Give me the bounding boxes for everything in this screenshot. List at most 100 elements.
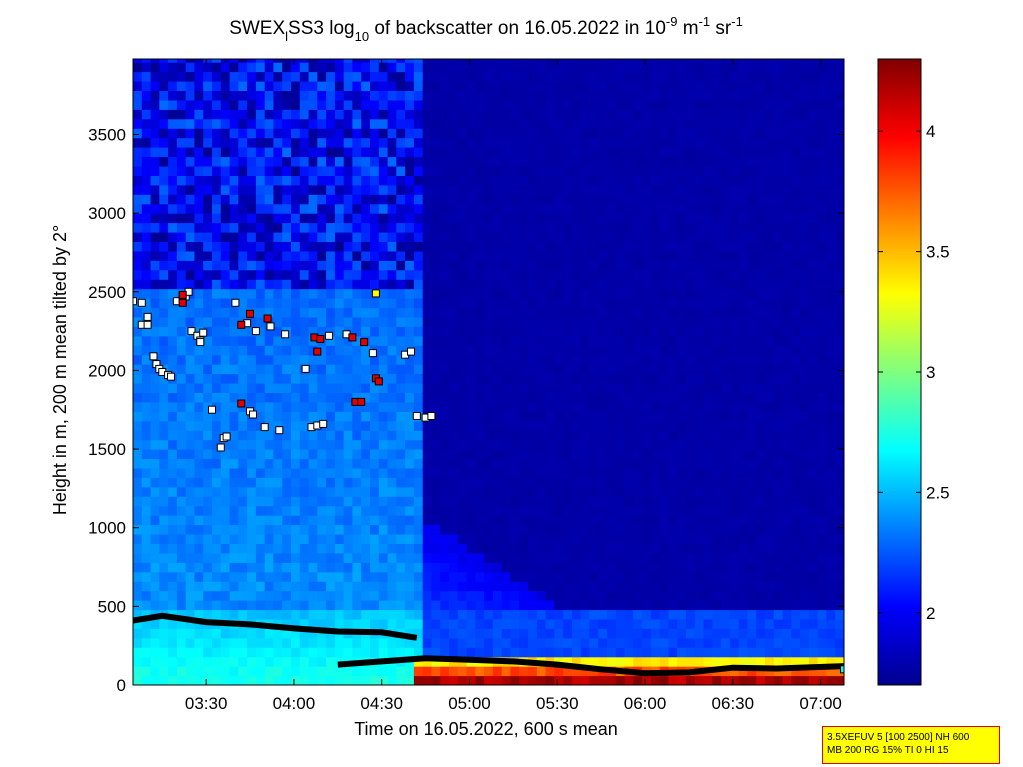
heatmap-cell — [475, 222, 485, 233]
heatmap-cell — [571, 449, 582, 460]
heatmap-cell — [642, 137, 652, 148]
heatmap-cell — [422, 147, 433, 158]
heatmap-cell — [721, 675, 731, 685]
heatmap-cell — [361, 571, 371, 582]
heatmap-cell — [659, 345, 670, 356]
heatmap-cell — [677, 562, 687, 573]
heatmap-cell — [773, 656, 784, 667]
heatmap-cell — [176, 571, 187, 582]
heatmap-cell — [422, 166, 433, 176]
heatmap-cell — [264, 194, 275, 205]
heatmap-cell — [457, 345, 468, 356]
heatmap-cell — [694, 458, 705, 469]
heatmap-cell — [492, 420, 503, 431]
heatmap-cell — [633, 552, 643, 563]
heatmap-cell — [238, 505, 248, 516]
heatmap-cell — [668, 137, 678, 148]
heatmap-cell — [334, 477, 345, 488]
heatmap-cell — [501, 109, 512, 120]
heatmap-cell — [694, 109, 705, 120]
heatmap-cell — [440, 534, 450, 544]
heatmap-cell — [273, 647, 283, 658]
heatmap-cell — [361, 260, 371, 271]
heatmap-cell — [194, 298, 204, 309]
heatmap-cell — [554, 109, 564, 120]
heatmap-cell — [554, 184, 564, 195]
heatmap-cell — [589, 335, 599, 346]
heatmap-cell — [133, 590, 143, 601]
heatmap-cell — [563, 364, 573, 375]
heatmap-cell — [703, 430, 713, 441]
heatmap-cell — [747, 222, 757, 233]
heatmap-cell — [501, 147, 512, 158]
heatmap-cell — [598, 59, 608, 63]
heatmap-cell — [378, 543, 389, 554]
heatmap-cell — [466, 392, 476, 403]
heatmap-cell — [747, 486, 757, 497]
heatmap-cell — [712, 552, 722, 563]
heatmap-cell — [273, 534, 283, 544]
heatmap-cell — [352, 298, 362, 309]
heatmap-cell — [475, 203, 485, 214]
heatmap-cell — [519, 562, 529, 573]
heatmap-cell — [255, 128, 266, 139]
heatmap-cell — [615, 269, 626, 280]
heatmap-cell — [212, 128, 222, 139]
heatmap-cell — [352, 203, 362, 214]
heatmap-cell — [238, 600, 248, 611]
heatmap-cell — [352, 496, 362, 507]
heatmap-cell — [624, 128, 634, 139]
heatmap-cell — [765, 383, 775, 393]
heatmap-cell — [229, 486, 239, 497]
heatmap-cell — [545, 637, 555, 648]
heatmap-cell — [510, 666, 520, 677]
heatmap-cell — [528, 194, 538, 205]
heatmap-cell — [712, 81, 722, 91]
heatmap-cell — [501, 515, 512, 526]
heatmap-cell — [431, 628, 441, 639]
heatmap-cell — [220, 90, 231, 101]
heatmap-cell — [396, 203, 406, 214]
heatmap-cell — [361, 184, 371, 195]
heatmap-cell — [712, 420, 722, 431]
heatmap-cell — [615, 364, 626, 375]
heatmap-cell — [326, 128, 336, 139]
heatmap-cell — [176, 175, 187, 186]
heatmap-cell — [642, 62, 652, 73]
heatmap-cell — [782, 449, 792, 460]
heatmap-cell — [176, 524, 187, 535]
heatmap-cell — [686, 307, 696, 318]
heatmap-cell — [642, 260, 652, 271]
heatmap-cell — [554, 269, 564, 280]
heatmap-cell — [510, 486, 520, 497]
heatmap-cell — [694, 118, 705, 129]
heatmap-cell — [554, 534, 564, 544]
heatmap-cell — [571, 618, 582, 629]
heatmap-cell — [712, 232, 722, 242]
heatmap-cell — [484, 392, 494, 403]
heatmap-cell — [238, 656, 248, 667]
heatmap-cell — [370, 467, 380, 478]
heatmap-cell — [334, 486, 345, 497]
heatmap-cell — [343, 600, 354, 611]
heatmap-cell — [642, 486, 652, 497]
heatmap-cell — [765, 656, 775, 667]
heatmap-cell — [554, 562, 564, 573]
heatmap-cell — [229, 128, 239, 139]
heatmap-cell — [334, 571, 345, 582]
heatmap-cell — [212, 458, 222, 469]
heatmap-cell — [387, 184, 397, 195]
heatmap-cell — [282, 354, 292, 365]
heatmap-cell — [334, 618, 345, 629]
heatmap-cell — [738, 99, 749, 110]
heatmap-cell — [133, 166, 143, 176]
heatmap-cell — [782, 562, 792, 573]
heatmap-cell — [422, 590, 433, 601]
heatmap-cell — [668, 486, 678, 497]
heatmap-cell — [677, 590, 687, 601]
heatmap-cell — [440, 628, 450, 639]
heatmap-cell — [589, 156, 599, 167]
heatmap-cell — [607, 430, 617, 441]
heatmap-cell — [677, 449, 687, 460]
heatmap-cell — [642, 59, 652, 63]
